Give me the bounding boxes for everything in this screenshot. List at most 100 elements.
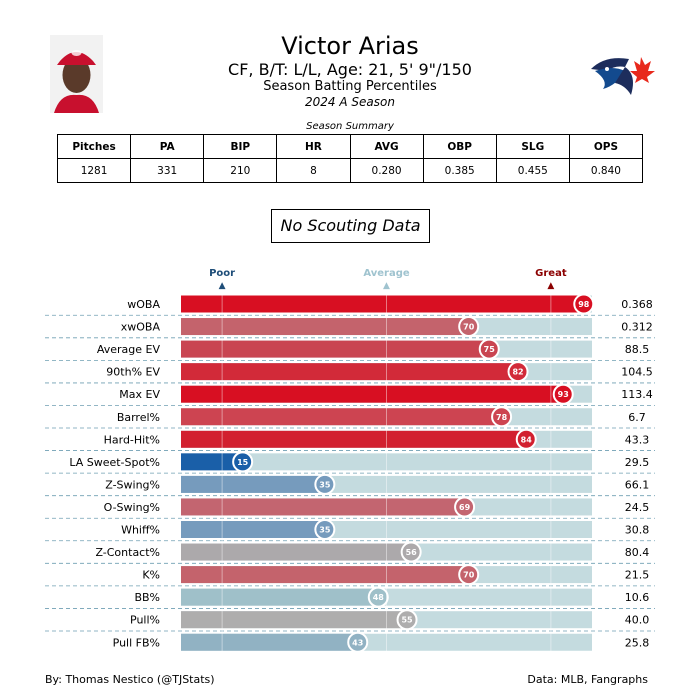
player-name: Victor Arias bbox=[281, 32, 419, 60]
scale-poor-arrow-icon: ▲ bbox=[218, 281, 226, 291]
percentile-bar bbox=[181, 408, 502, 426]
report-title: Season Batting Percentiles bbox=[263, 79, 437, 94]
team-logo-icon bbox=[585, 45, 660, 105]
stat-label: Whiff% bbox=[121, 524, 160, 537]
stat-value: 24.5 bbox=[625, 501, 650, 514]
percentile-value: 43 bbox=[352, 638, 363, 647]
stat-label: Average EV bbox=[97, 343, 161, 356]
percentile-bubble bbox=[507, 361, 529, 383]
percentile-bubble bbox=[367, 586, 389, 608]
percentile-bubble bbox=[552, 383, 574, 405]
percentile-value: 56 bbox=[406, 548, 418, 557]
percentile-bar bbox=[181, 588, 379, 606]
season-label: 2024 A Season bbox=[305, 95, 395, 109]
summary-value-cell: 0.455 bbox=[495, 158, 570, 183]
summary-table: Pitches PA BIP HR AVG OBP SLG OPS 1281 3… bbox=[56, 134, 644, 183]
percentile-value: 98 bbox=[578, 300, 590, 309]
percentile-bubble bbox=[515, 428, 537, 450]
summary-value-row: 1281 331 210 8 0.280 0.385 0.455 0.840 bbox=[56, 158, 644, 183]
scouting-data-box: No Scouting Data bbox=[271, 209, 430, 243]
percentile-value: 70 bbox=[463, 323, 475, 332]
percentile-value: 69 bbox=[459, 503, 471, 512]
percentile-value: 84 bbox=[521, 435, 533, 444]
percentile-value: 48 bbox=[373, 593, 385, 602]
stat-value: 40.0 bbox=[625, 614, 650, 627]
stat-label: xwOBA bbox=[121, 321, 161, 334]
stat-value: 21.5 bbox=[625, 569, 650, 582]
percentile-bubble bbox=[396, 609, 418, 631]
percentile-bar bbox=[181, 633, 358, 651]
stat-value: 6.7 bbox=[628, 411, 646, 424]
percentile-bar bbox=[181, 475, 325, 493]
percentile-bubble bbox=[314, 473, 336, 495]
stat-label: wOBA bbox=[127, 298, 160, 311]
scale-great-arrow-icon: ▲ bbox=[547, 281, 555, 291]
stat-label: O-Swing% bbox=[104, 501, 160, 514]
stat-value: 30.8 bbox=[625, 524, 650, 537]
summary-value-cell: 331 bbox=[130, 158, 205, 183]
summary-value-cell: 0.385 bbox=[422, 158, 497, 183]
percentile-bubble bbox=[400, 541, 422, 563]
summary-header-cell: AVG bbox=[349, 134, 424, 159]
percentile-bubble bbox=[458, 316, 480, 338]
percentile-value: 35 bbox=[319, 526, 331, 535]
percentile-bar bbox=[181, 566, 469, 584]
percentile-bubble bbox=[478, 338, 500, 360]
stat-value: 88.5 bbox=[625, 343, 650, 356]
summary-value-cell: 1281 bbox=[56, 158, 132, 183]
footer-author: By: Thomas Nestico (@TJStats) bbox=[45, 673, 215, 686]
percentile-bar bbox=[181, 318, 469, 336]
summary-header-cell: SLG bbox=[495, 134, 570, 159]
stat-value: 113.4 bbox=[621, 388, 653, 401]
summary-title: Season Summary bbox=[306, 121, 394, 132]
percentile-bar bbox=[181, 430, 527, 448]
stat-value: 0.368 bbox=[621, 298, 653, 311]
stat-value: 80.4 bbox=[625, 546, 650, 559]
stat-value: 10.6 bbox=[625, 591, 650, 604]
stat-value: 43.3 bbox=[625, 433, 650, 446]
stat-value: 0.312 bbox=[621, 321, 653, 334]
percentile-bar bbox=[181, 498, 465, 516]
stat-label: Hard-Hit% bbox=[104, 433, 160, 446]
percentile-bar bbox=[181, 340, 490, 358]
percentile-bar bbox=[181, 543, 412, 561]
scale-great-label: Great bbox=[535, 268, 567, 279]
scale-poor-label: Poor bbox=[209, 268, 236, 279]
stat-value: 25.8 bbox=[625, 636, 650, 649]
percentile-bubble bbox=[458, 564, 480, 586]
summary-header-row: Pitches PA BIP HR AVG OBP SLG OPS bbox=[56, 134, 644, 159]
percentile-bubble bbox=[573, 293, 595, 315]
percentile-bubble bbox=[314, 519, 336, 540]
percentile-value: 75 bbox=[484, 345, 496, 354]
summary-value-cell: 0.840 bbox=[568, 158, 644, 183]
percentile-value: 35 bbox=[319, 480, 331, 489]
percentile-bubble bbox=[347, 631, 369, 653]
summary-value-cell: 0.280 bbox=[349, 158, 424, 183]
summary-header-cell: HR bbox=[276, 134, 351, 159]
stat-label: Max EV bbox=[119, 388, 160, 401]
stat-label: Pull FB% bbox=[113, 636, 160, 649]
stat-value: 66.1 bbox=[625, 478, 650, 491]
player-info: CF, B/T: L/L, Age: 21, 5' 9"/150 bbox=[228, 60, 472, 79]
percentile-bar bbox=[181, 611, 408, 629]
percentile-bar bbox=[181, 521, 325, 538]
stat-label: K% bbox=[142, 569, 160, 582]
summary-header-cell: OPS bbox=[568, 134, 644, 159]
stat-label: Barrel% bbox=[117, 411, 160, 424]
footer-source: Data: MLB, Fangraphs bbox=[527, 673, 648, 686]
percentile-bar bbox=[181, 295, 584, 313]
percentile-bubble bbox=[491, 406, 513, 428]
percentile-bar bbox=[181, 385, 564, 403]
percentile-value: 55 bbox=[401, 616, 413, 625]
stat-value: 29.5 bbox=[625, 456, 650, 469]
stat-label: Pull% bbox=[130, 614, 160, 627]
summary-header-cell: Pitches bbox=[56, 134, 132, 159]
scale-average-arrow-icon: ▲ bbox=[383, 281, 390, 291]
percentile-bubble bbox=[232, 451, 254, 473]
stat-label: LA Sweet-Spot% bbox=[69, 456, 160, 469]
stat-value: 104.5 bbox=[621, 366, 653, 379]
percentile-value: 15 bbox=[237, 458, 249, 467]
percentile-value: 70 bbox=[463, 571, 475, 580]
stat-label: 90th% EV bbox=[106, 366, 160, 379]
summary-value-cell: 8 bbox=[276, 158, 351, 183]
